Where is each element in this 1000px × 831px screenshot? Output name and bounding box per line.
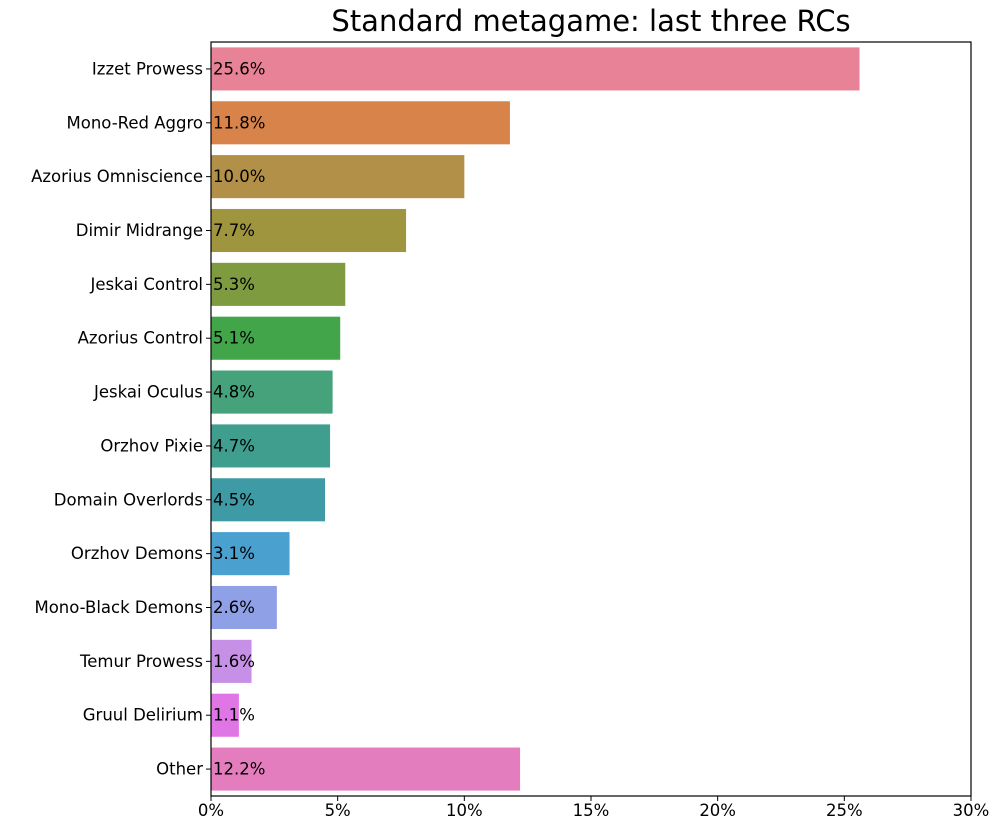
x-tick-label-10: 10%	[446, 801, 483, 820]
category-label-jeskai-control: Jeskai Control	[90, 275, 203, 294]
category-label-mono-black-demons: Mono-Black Demons	[34, 598, 203, 617]
chart-title: Standard metagame: last three RCs	[331, 4, 850, 38]
value-label-temur-prowess: 1.6%	[213, 652, 255, 671]
x-tick-label-25: 25%	[826, 801, 863, 820]
value-label-azorius-control: 5.1%	[213, 329, 255, 348]
bar-orzhov-demons	[211, 532, 290, 576]
value-label-dimir-midrange: 7.7%	[213, 221, 255, 240]
category-label-azorius-omniscience: Azorius Omniscience	[31, 167, 203, 186]
value-label-azorius-omniscience: 10.0%	[213, 167, 265, 186]
x-tick-label-5: 5%	[325, 801, 351, 820]
category-label-azorius-control: Azorius Control	[78, 329, 203, 348]
bar-azorius-omniscience	[211, 155, 465, 199]
category-label-gruul-delirium: Gruul Delirium	[83, 706, 203, 725]
bar-azorius-control	[211, 316, 341, 360]
value-label-gruul-delirium: 1.1%	[213, 706, 255, 725]
bar-dimir-midrange	[211, 208, 407, 253]
bar-izzet-prowess	[211, 47, 860, 91]
value-label-domain-overlords: 4.5%	[213, 490, 255, 509]
bar-domain-overlords	[211, 478, 325, 522]
bar-other	[211, 747, 521, 791]
x-tick-label-20: 20%	[699, 801, 736, 820]
category-label-temur-prowess: Temur Prowess	[79, 652, 203, 671]
value-labels: 25.6% 11.8% 10.0% 7.7% 5.3% 5.1% 4.8% 4.7% 4.5% 3…	[213, 59, 265, 778]
value-label-other: 12.2%	[213, 760, 265, 779]
bar-jeskai-oculus	[211, 370, 333, 414]
bar-mono-black-demons	[211, 585, 277, 630]
value-label-orzhov-pixie: 4.7%	[213, 436, 255, 455]
bar-temur-prowess	[211, 639, 252, 683]
x-tick-label-0: 0%	[198, 801, 224, 820]
value-label-izzet-prowess: 25.6%	[213, 59, 265, 78]
value-label-jeskai-oculus: 4.8%	[213, 383, 255, 402]
category-labels: Izzet Prowess Mono-Red Aggro Azorius Omnis…	[31, 59, 211, 779]
bar-orzhov-pixie	[211, 424, 331, 468]
category-label-orzhov-pixie: Orzhov Pixie	[100, 436, 203, 455]
category-label-domain-overlords: Domain Overlords	[54, 490, 203, 509]
bars-group	[211, 47, 860, 791]
value-label-orzhov-demons: 3.1%	[213, 544, 255, 563]
x-tick-label-30: 30%	[953, 801, 990, 820]
plot-frame	[210, 41, 972, 797]
bar-gruul-delirium	[211, 693, 239, 737]
x-axis: 0% 5% 10% 15% 20% 25% 30%	[198, 796, 989, 820]
value-label-jeskai-control: 5.3%	[213, 275, 255, 294]
category-label-orzhov-demons: Orzhov Demons	[71, 544, 203, 563]
value-label-mono-red-aggro: 11.8%	[213, 113, 265, 132]
category-label-other: Other	[156, 760, 203, 779]
category-label-dimir-midrange: Dimir Midrange	[76, 221, 203, 240]
x-tick-label-15: 15%	[573, 801, 610, 820]
category-label-mono-red-aggro: Mono-Red Aggro	[67, 113, 204, 132]
bar-jeskai-control	[211, 262, 346, 306]
category-label-izzet-prowess: Izzet Prowess	[92, 59, 203, 78]
value-label-mono-black-demons: 2.6%	[213, 598, 255, 617]
category-label-jeskai-oculus: Jeskai Oculus	[93, 383, 203, 402]
bar-mono-red-aggro	[211, 101, 510, 145]
